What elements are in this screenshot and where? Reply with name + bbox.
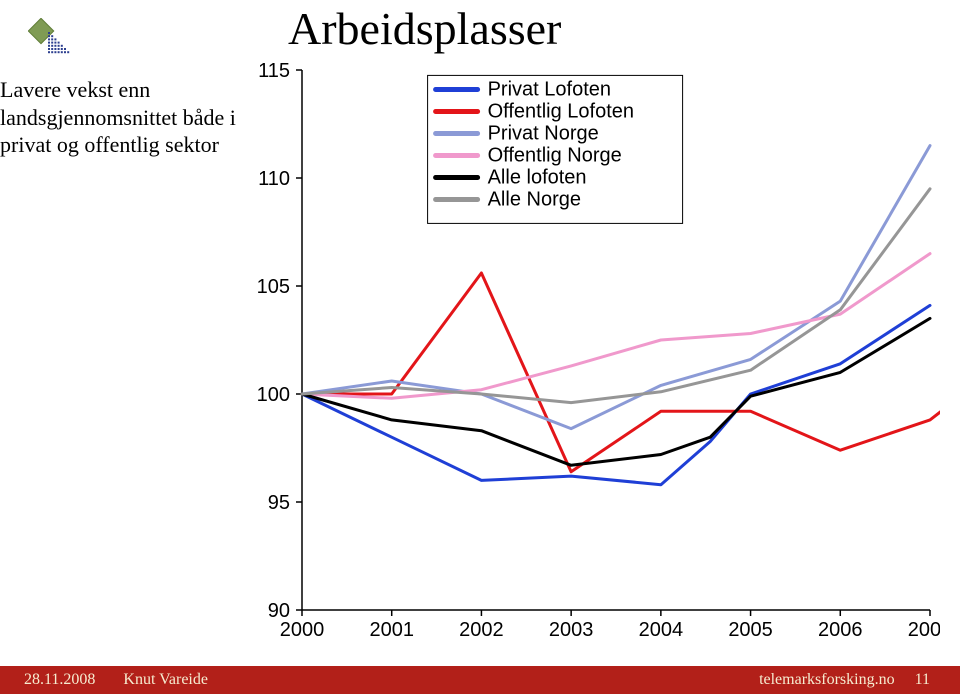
svg-text:Alle Norge: Alle Norge xyxy=(488,189,581,211)
svg-text:2002: 2002 xyxy=(459,619,504,641)
svg-text:Alle lofoten: Alle lofoten xyxy=(488,167,587,189)
side-caption: Lavere vekst enn landsgjennomsnittet båd… xyxy=(0,76,236,159)
svg-text:2006: 2006 xyxy=(818,619,863,641)
footer-bar: 28.11.2008 Knut Vareide telemarksforskin… xyxy=(0,666,960,694)
svg-text:95: 95 xyxy=(268,492,290,514)
svg-text:100: 100 xyxy=(257,384,290,406)
svg-text:110: 110 xyxy=(258,168,290,190)
svg-text:2005: 2005 xyxy=(728,619,773,641)
svg-text:115: 115 xyxy=(258,62,290,82)
side-caption-line: Lavere vekst enn xyxy=(0,76,236,104)
svg-text:105: 105 xyxy=(257,276,290,298)
footer-date: 28.11.2008 xyxy=(24,671,95,689)
svg-text:Privat Norge: Privat Norge xyxy=(488,123,599,145)
svg-text:2004: 2004 xyxy=(639,619,684,641)
footer-author: Knut Vareide xyxy=(123,671,208,689)
side-caption-line: landsgjennomsnittet både i xyxy=(0,104,236,132)
svg-text:2000: 2000 xyxy=(280,619,325,641)
svg-text:Offentlig Lofoten: Offentlig Lofoten xyxy=(488,101,634,123)
svg-text:2001: 2001 xyxy=(369,619,414,641)
svg-text:Privat Lofoten: Privat Lofoten xyxy=(488,79,611,101)
footer-site: telemarksforsking.no xyxy=(759,671,895,689)
svg-text:2007: 2007 xyxy=(908,619,940,641)
footer-pagenum: 11 xyxy=(915,671,930,689)
svg-text:Offentlig Norge: Offentlig Norge xyxy=(488,145,622,167)
logo xyxy=(28,18,74,69)
svg-text:2003: 2003 xyxy=(549,619,594,641)
side-caption-line: privat og offentlig sektor xyxy=(0,131,236,159)
page-title: Arbeidsplasser xyxy=(288,2,561,55)
line-chart: 9095100105110115200020012002200320042005… xyxy=(240,62,940,642)
